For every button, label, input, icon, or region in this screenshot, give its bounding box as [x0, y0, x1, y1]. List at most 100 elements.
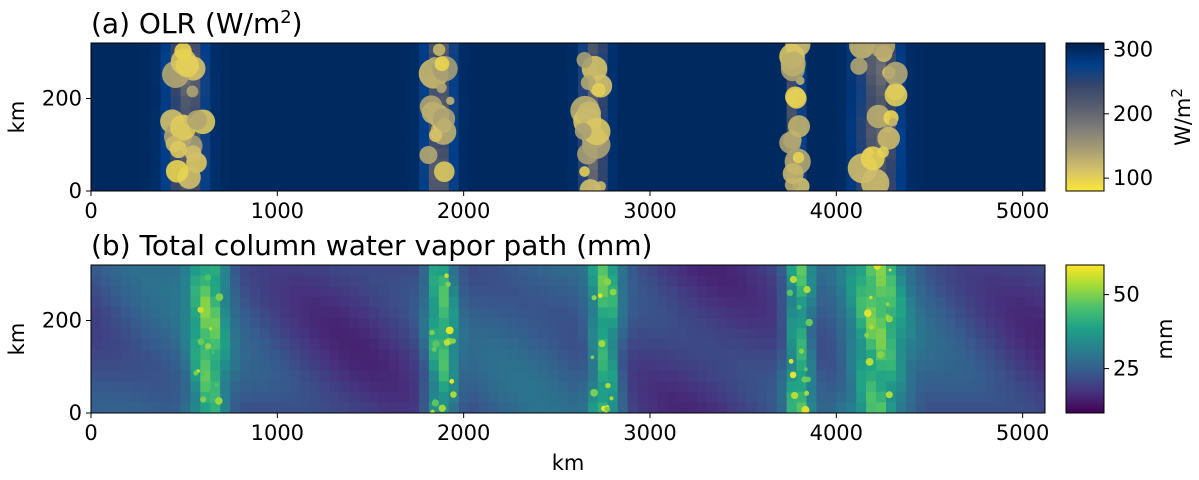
heatmap-cell [558, 85, 569, 97]
heatmap-cell [677, 275, 688, 287]
heatmap-cell [140, 328, 152, 340]
heatmap-cell [269, 64, 281, 76]
heatmap-cell [905, 169, 917, 182]
heatmap-cell [468, 275, 480, 287]
heatmap-cell [816, 307, 827, 319]
heatmap-cell [846, 148, 857, 160]
heatmap-cell [677, 265, 688, 277]
heatmap-cell [379, 317, 390, 330]
heatmap-cell [190, 296, 201, 308]
heatmap-cell [359, 286, 370, 298]
heatmap-cell [985, 138, 996, 150]
heatmap-cell [120, 85, 132, 97]
heatmap-cell [279, 296, 291, 308]
heatmap-cell [508, 307, 519, 319]
heatmap-cell [190, 307, 201, 319]
heatmap-cell [1005, 339, 1016, 351]
heatmap-cell [558, 349, 569, 361]
heatmap-cell [91, 360, 102, 372]
heatmap-cell [508, 117, 519, 129]
heatmap-cell [240, 148, 251, 160]
heatmap-cell [955, 180, 967, 191]
heatmap-cell [299, 328, 311, 340]
heatmap-cell [329, 402, 341, 413]
heatmap-cell [409, 180, 420, 191]
heatmap-cell [329, 43, 341, 55]
heatmap-cell [210, 339, 221, 351]
heatmap-cell [438, 296, 450, 308]
heatmap-cell [91, 402, 102, 413]
heatmap-cell [895, 127, 907, 139]
heatmap-cell [299, 117, 311, 129]
heatmap-cell [746, 307, 758, 319]
heatmap-cell [289, 317, 301, 330]
heatmap-cell [925, 317, 937, 330]
heatmap-cell [379, 64, 390, 76]
heatmap-cell [289, 148, 301, 160]
heatmap-cell [528, 85, 539, 97]
heatmap-cell [637, 64, 649, 76]
heatmap-cell [180, 286, 191, 298]
heatmap-cell [568, 53, 579, 65]
heatmap-cell [409, 117, 420, 129]
heatmap-cell [727, 95, 738, 108]
heatmap-cell [736, 286, 748, 298]
heatmap-cell [458, 286, 470, 298]
heatmap-cell [697, 95, 708, 108]
moist-speckle [804, 367, 808, 372]
heatmap-cell [846, 106, 857, 118]
heatmap-cell [458, 307, 470, 319]
heatmap-cell [558, 106, 569, 118]
heatmap-cell [687, 370, 698, 382]
heatmap-cell [180, 328, 191, 340]
heatmap-cell [458, 53, 470, 65]
heatmap-cell [548, 85, 559, 97]
heatmap-cell [746, 159, 758, 171]
heatmap-cell [1025, 317, 1036, 330]
heatmap-cell [955, 275, 967, 287]
heatmap-cell [299, 169, 311, 182]
heatmap-cell [697, 275, 708, 287]
heatmap-cell [965, 265, 977, 277]
heatmap-cell [200, 169, 211, 182]
heatmap-cell [369, 159, 380, 171]
heatmap-cell [806, 74, 818, 86]
heatmap-cell [488, 106, 500, 118]
heatmap-cell [697, 43, 708, 55]
heatmap-cell [448, 43, 460, 55]
heatmap-cell [1015, 85, 1026, 97]
heatmap-cell [796, 275, 808, 287]
heatmap-cell [806, 127, 818, 139]
heatmap-cell [240, 307, 251, 319]
heatmap-cell [448, 148, 460, 160]
heatmap-cell [289, 43, 301, 55]
heatmap-cell [428, 286, 440, 298]
heatmap-cell [766, 370, 778, 382]
heatmap-cell [677, 349, 688, 361]
heatmap-cell [905, 64, 917, 76]
heatmap-cell [975, 148, 986, 160]
heatmap-cell [299, 339, 311, 351]
heatmap-cell [548, 169, 559, 182]
heatmap-cell [130, 138, 142, 150]
heatmap-cell [707, 64, 718, 76]
heatmap-cell [458, 106, 470, 118]
heatmap-cell [965, 275, 977, 287]
heatmap-cell [886, 402, 897, 413]
heatmap-cell [329, 296, 341, 308]
heatmap-cell [965, 106, 977, 118]
heatmap-cell [677, 381, 688, 393]
heatmap-cell [558, 148, 569, 160]
heatmap-cell [200, 148, 211, 160]
heatmap-cell [240, 159, 251, 171]
heatmap-cell [100, 328, 112, 340]
cloud-blob [574, 122, 592, 140]
heatmap-cell [319, 64, 331, 76]
heatmap-cell [766, 265, 778, 277]
heatmap-cell [389, 148, 400, 160]
heatmap-cell [478, 127, 490, 139]
heatmap-cell [389, 339, 400, 351]
heatmap-cell [1035, 159, 1045, 171]
heatmap-cell [597, 307, 609, 319]
heatmap-cell [746, 360, 758, 372]
